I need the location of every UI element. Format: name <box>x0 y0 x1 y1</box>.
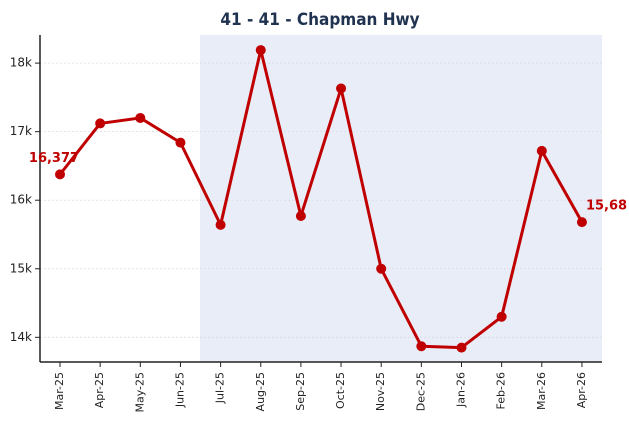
x-tick-label: Sep-25 <box>294 372 307 411</box>
x-tick-label: Mar-25 <box>53 372 66 410</box>
data-point <box>336 83 347 94</box>
y-tick-label: 14k <box>10 330 32 344</box>
x-tick-label: Mar-26 <box>535 372 548 410</box>
x-tick-label: Apr-26 <box>575 372 588 408</box>
chart-title: 41 - 41 - Chapman Hwy <box>220 10 419 30</box>
data-point <box>416 341 427 352</box>
data-point <box>496 311 507 322</box>
data-label: 15,68 <box>586 199 627 214</box>
x-tick-label: Aug-25 <box>254 372 267 411</box>
x-tick-label: Nov-25 <box>374 372 387 411</box>
data-point <box>376 263 387 274</box>
data-point <box>175 137 186 148</box>
y-tick-label: 15k <box>10 261 32 275</box>
y-tick-label: 17k <box>10 124 32 138</box>
data-point <box>536 145 547 156</box>
data-point <box>95 118 106 129</box>
x-tick-label: Apr-25 <box>93 372 106 408</box>
x-tick-label: Jan-26 <box>455 372 468 408</box>
x-tick-label: Dec-25 <box>414 372 427 411</box>
data-label: 16,377 <box>29 151 79 166</box>
series-line <box>58 48 584 350</box>
data-point <box>255 45 266 56</box>
x-tick-label: May-25 <box>133 372 146 413</box>
data-point <box>55 169 65 180</box>
data-point <box>295 210 306 221</box>
data-point <box>135 112 146 123</box>
y-tick-label: 16k <box>10 193 32 207</box>
x-tick-label: Jun-25 <box>173 372 186 408</box>
x-tick-label: Jul-25 <box>214 372 227 404</box>
data-point <box>215 219 226 230</box>
y-tick-label: 18k <box>10 56 32 70</box>
highlight-region <box>200 35 602 362</box>
data-point <box>576 217 587 228</box>
x-tick-label: Oct-25 <box>334 372 347 409</box>
x-tick-label: Feb-26 <box>495 372 508 409</box>
data-point <box>456 342 467 353</box>
